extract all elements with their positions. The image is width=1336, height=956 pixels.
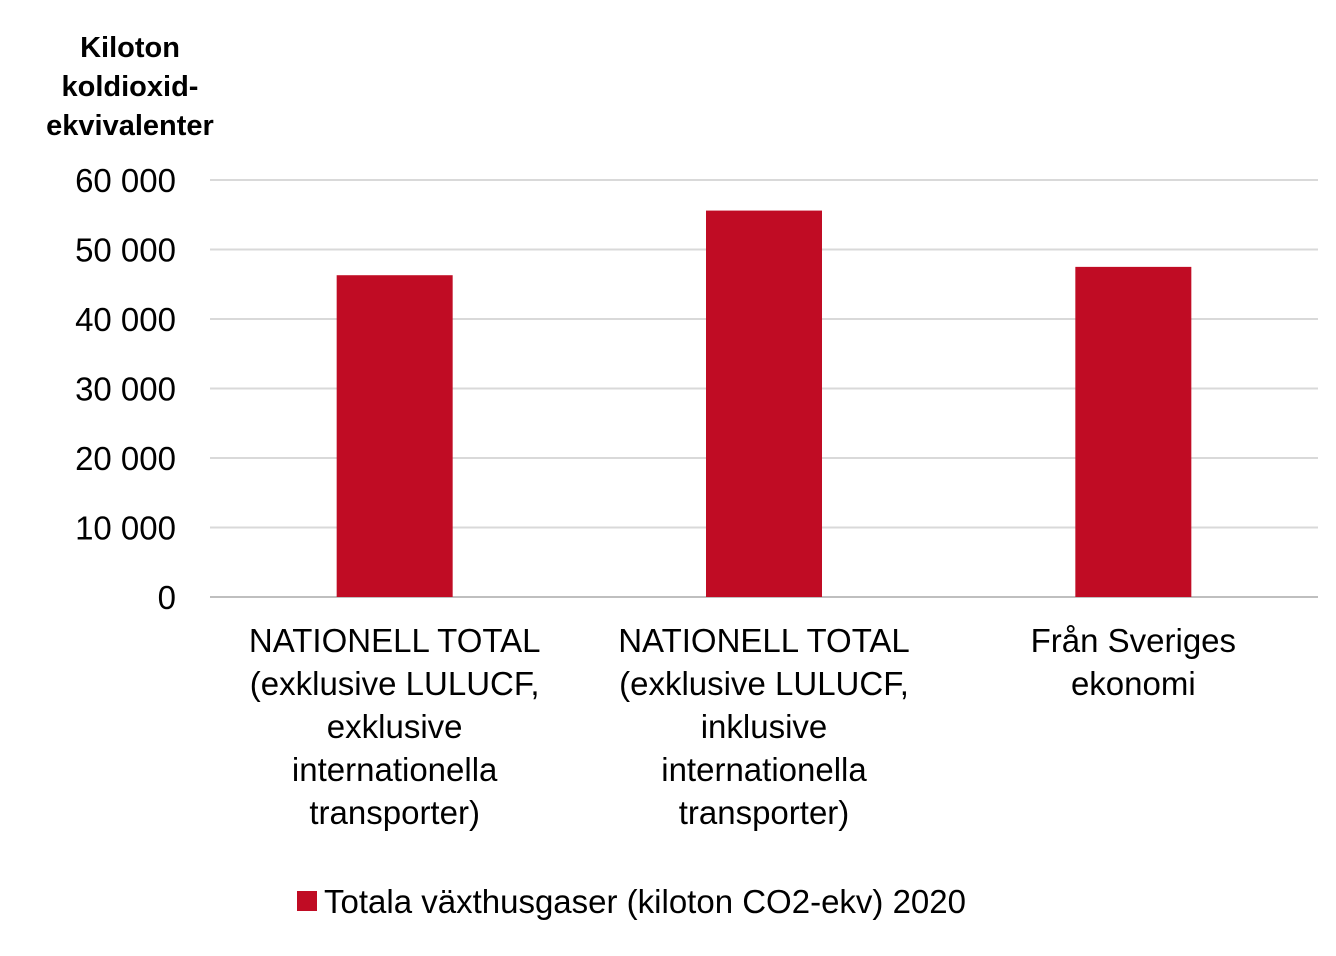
y-tick-label: 20 000	[75, 440, 176, 477]
category-label: (exklusive LULUCF,	[619, 665, 909, 702]
category-label: NATIONELL TOTAL	[618, 622, 910, 659]
category-label: inklusive	[701, 708, 828, 745]
legend-label: Totala växthusgaser (kiloton CO2-ekv) 20…	[324, 883, 966, 920]
category-label: ekonomi	[1071, 665, 1196, 702]
y-tick-labels: 0 10 000 20 000 30 000 40 000 50 000 60 000	[75, 162, 176, 616]
category-labels: NATIONELL TOTAL (exklusive LULUCF, exklusi…	[249, 622, 1236, 831]
legend-swatch	[297, 891, 317, 911]
y-tick-label: 30 000	[75, 371, 176, 408]
y-tick-label: 0	[158, 579, 176, 616]
bar	[706, 210, 822, 597]
y-axis-label-line: ekvivalenter	[46, 110, 214, 142]
category-label: internationella	[661, 751, 867, 788]
y-tick-label: 50 000	[75, 232, 176, 269]
category-label: NATIONELL TOTAL	[249, 622, 541, 659]
y-axis-label-line: koldioxid-	[62, 71, 199, 103]
bar	[1075, 266, 1192, 597]
y-tick-label: 40 000	[75, 301, 176, 338]
legend: Totala växthusgaser (kiloton CO2-ekv) 20…	[297, 883, 966, 920]
y-tick-label: 10 000	[75, 510, 176, 547]
category-label: (exklusive LULUCF,	[250, 665, 540, 702]
y-axis-label-line: Kiloton	[80, 32, 180, 64]
category-label: Från Sveriges	[1031, 622, 1236, 659]
y-tick-label: 60 000	[75, 162, 176, 199]
y-axis-label: Kiloton koldioxid-ekvivalenter	[46, 32, 214, 142]
category-label: transporter)	[309, 794, 480, 831]
bar	[336, 275, 453, 597]
category-label: transporter)	[679, 794, 850, 831]
category-label: internationella	[292, 751, 498, 788]
bars	[336, 210, 1192, 597]
category-label: exklusive	[327, 708, 463, 745]
